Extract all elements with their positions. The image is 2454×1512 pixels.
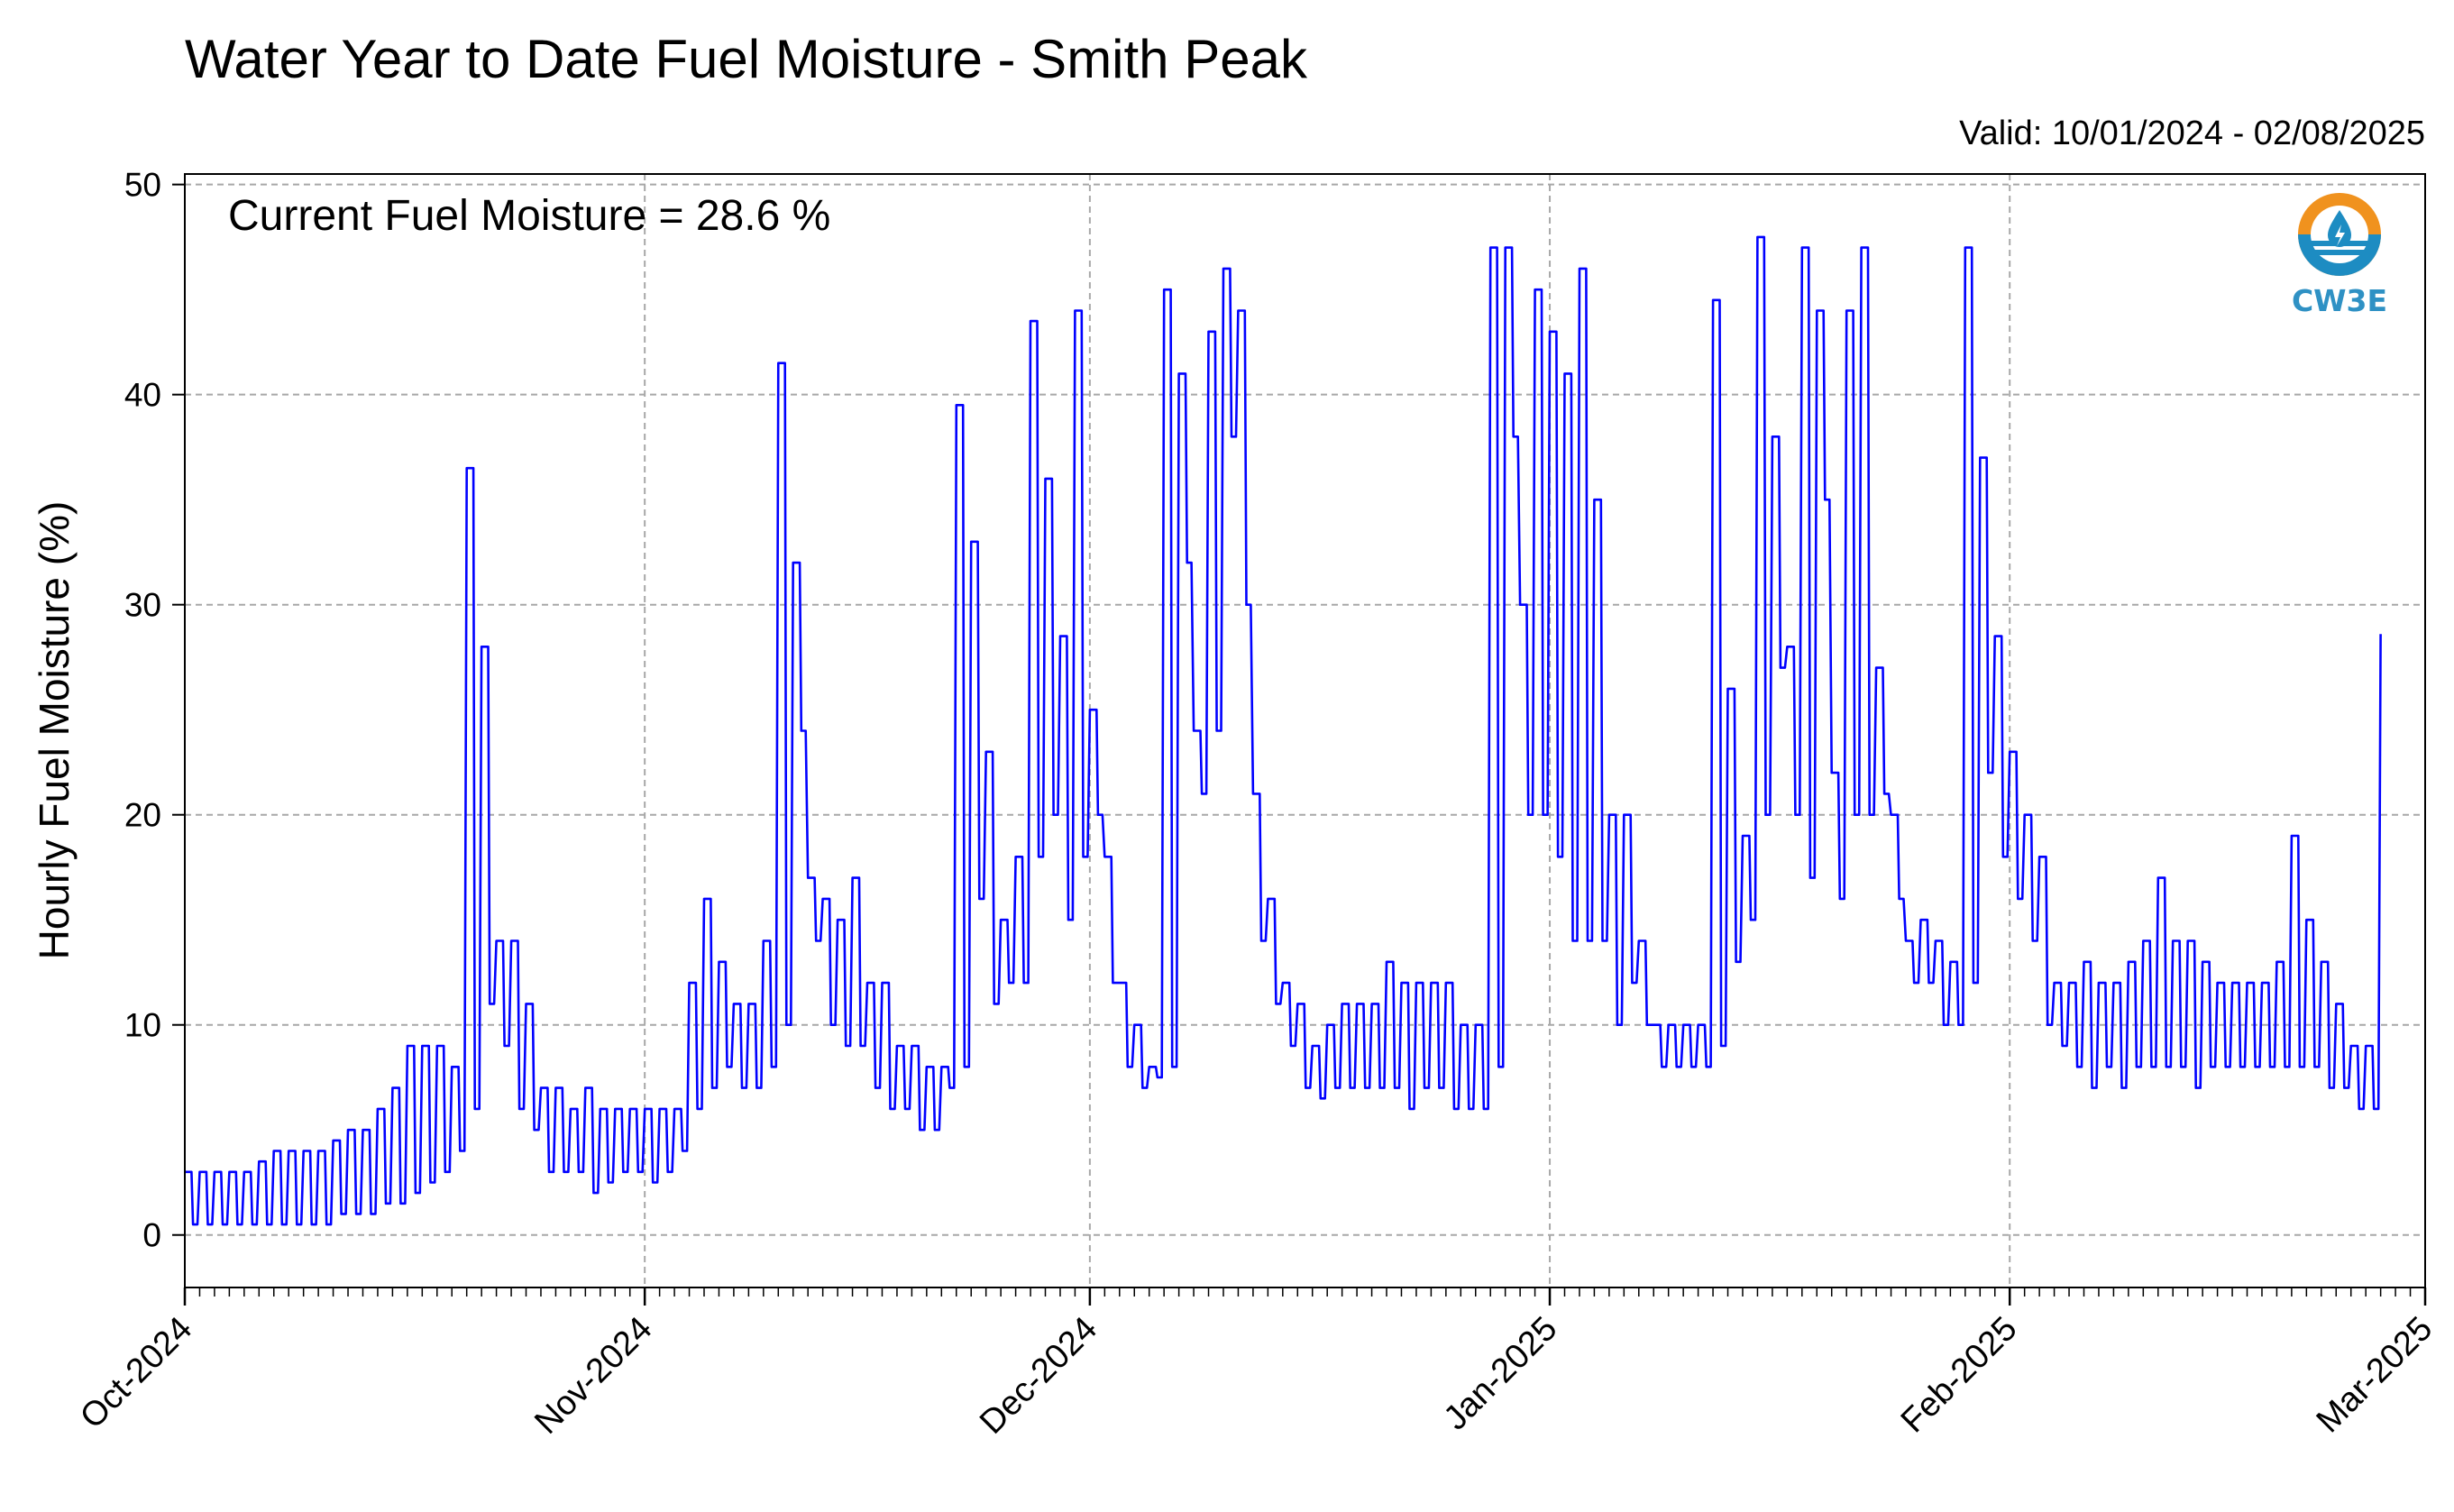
valid-date-range: Valid: 10/01/2024 - 02/08/2025 <box>1959 115 2425 152</box>
x-tick-label: Feb-2025 <box>1894 1310 2025 1441</box>
y-tick-label: 50 <box>124 167 161 204</box>
logo-text: CW3E <box>2292 283 2387 318</box>
logo-bolt <box>2335 225 2345 246</box>
y-tick-label: 30 <box>124 587 161 624</box>
axes: 0 10 20 30 40 50 Oct-2024 Nov-2024 Dec-2024 Jan-2… <box>73 167 2440 1442</box>
y-tick-label: 0 <box>142 1217 161 1254</box>
x-tick-label: Jan-2025 <box>1437 1310 1565 1438</box>
x-tick-label: Mar-2025 <box>2310 1310 2440 1441</box>
x-tick-label: Nov-2024 <box>527 1310 659 1442</box>
y-tick-label: 20 <box>124 797 161 834</box>
logo-wave-2 <box>2314 250 2365 255</box>
x-tick-label: Oct-2024 <box>73 1310 199 1436</box>
data-series <box>185 235 2382 1226</box>
chart-title: Water Year to Date Fuel Moisture - Smith… <box>185 29 1308 89</box>
y-axis-label: Hourly Fuel Moisture (%) <box>31 501 78 960</box>
plot-frame <box>184 173 2426 1288</box>
y-tick-label: 40 <box>124 377 161 414</box>
grid-lines <box>184 174 2426 1287</box>
current-fuel-moisture-annotation: Current Fuel Moisture = 28.6 % <box>228 192 830 240</box>
x-tick-label: Dec-2024 <box>973 1310 1104 1442</box>
fuel-moisture-line <box>185 235 2382 1226</box>
y-tick-label: 10 <box>124 1007 161 1044</box>
cw3e-logo: CW3E <box>2272 185 2407 329</box>
